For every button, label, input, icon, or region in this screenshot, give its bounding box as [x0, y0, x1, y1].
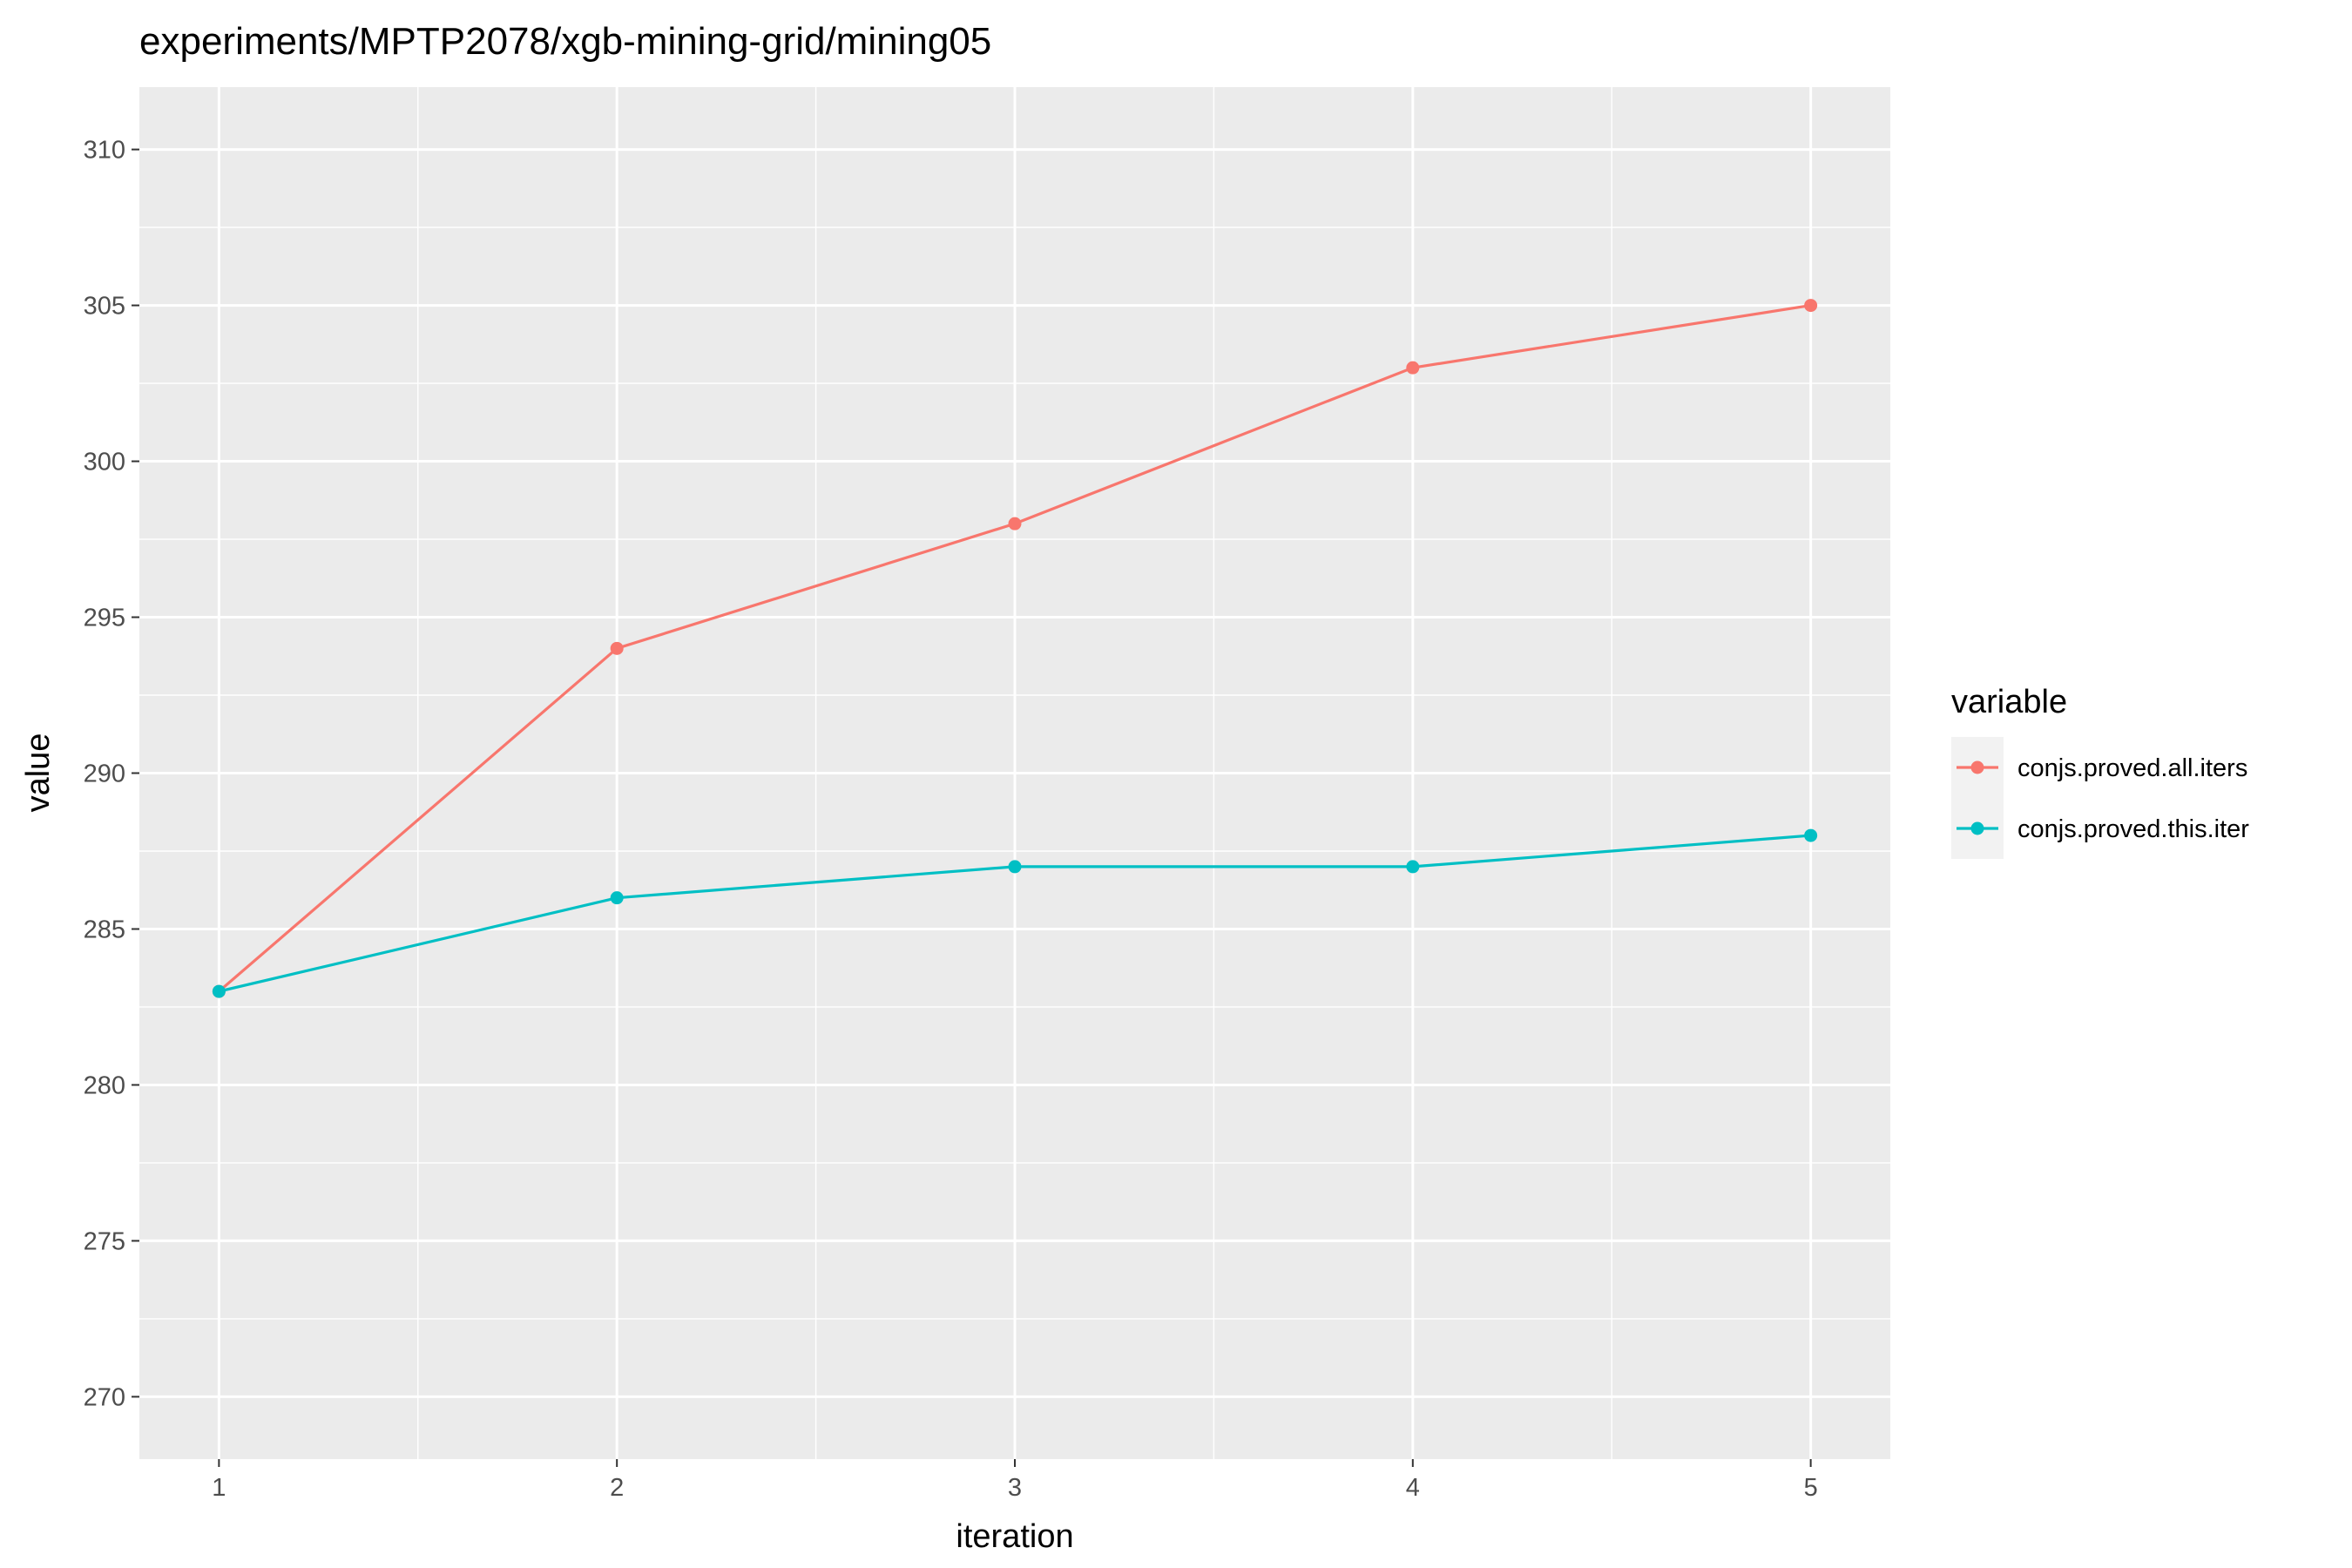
legend: variable conjs.proved.all.iters conjs.pro… — [1951, 684, 2249, 859]
data-point — [610, 891, 624, 905]
data-point — [610, 641, 624, 655]
data-point — [1008, 517, 1022, 531]
data-point — [1406, 361, 1420, 375]
y-tick-label: 270 — [84, 1383, 125, 1411]
x-tick-label: 5 — [1804, 1474, 1818, 1502]
legend-label: conjs.proved.all.iters — [2017, 754, 2247, 782]
series-layer — [212, 299, 1818, 998]
y-tick-label: 295 — [84, 605, 125, 632]
x-tick-label: 4 — [1406, 1474, 1420, 1502]
y-tick-label: 275 — [84, 1227, 125, 1255]
data-point — [1804, 828, 1818, 842]
y-axis: 270 275 280 285 290 295 300 305 310 — [84, 137, 139, 1411]
y-tick-label: 305 — [84, 293, 125, 321]
x-tick-label: 2 — [610, 1474, 624, 1502]
data-point — [212, 984, 226, 998]
x-axis: 1 2 3 4 5 — [212, 1459, 1818, 1502]
x-axis-title: iteration — [956, 1518, 1073, 1555]
y-tick-label: 290 — [84, 760, 125, 788]
y-axis-title: value — [20, 733, 57, 813]
x-tick-label: 3 — [1008, 1474, 1022, 1502]
grid-major — [139, 87, 1890, 1459]
legend-key-point — [1970, 821, 1984, 835]
data-point — [1406, 860, 1420, 874]
data-point — [1804, 299, 1818, 313]
legend-label: conjs.proved.this.iter — [2017, 815, 2249, 843]
y-tick-label: 300 — [84, 449, 125, 476]
data-point — [1008, 860, 1022, 874]
legend-key-point — [1970, 760, 1984, 774]
y-tick-label: 285 — [84, 916, 125, 943]
chart-title: experiments/MPTP2078/xgb-mining-grid/min… — [139, 20, 991, 63]
y-tick-label: 310 — [84, 137, 125, 165]
legend-title: variable — [1951, 684, 2067, 720]
x-tick-label: 1 — [212, 1474, 226, 1502]
y-tick-label: 280 — [84, 1071, 125, 1099]
